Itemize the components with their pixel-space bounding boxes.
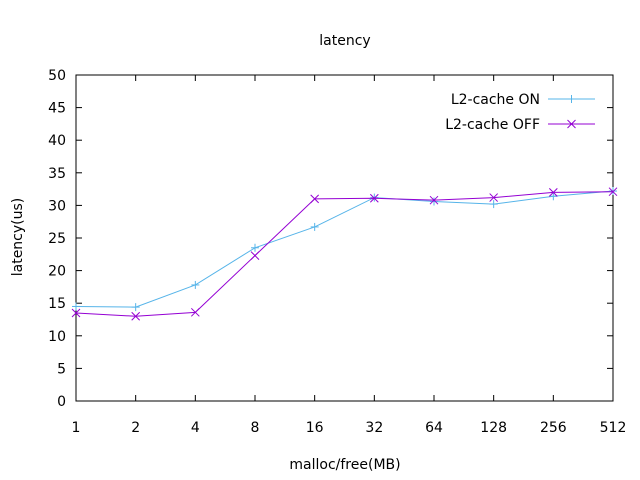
plot-area: 0 5 10 15 20 25 30 35 40 45 50 1 2 4 8 16 32 64 128 256 512 [48, 68, 626, 436]
marker-stroke [131, 311, 141, 321]
legend-marker [567, 119, 576, 129]
x-tick-label: 8 [251, 420, 260, 436]
data-point-series-1 [251, 243, 259, 252]
x-tick-label: 32 [365, 420, 383, 436]
data-point-series-1 [131, 303, 140, 312]
data-point-series-2 [310, 194, 320, 204]
chart-title: latency [319, 33, 370, 49]
series-line-1 [75, 190, 614, 308]
series-line-2 [75, 191, 614, 317]
data-point-series-2 [608, 187, 618, 197]
y-tick-label: 0 [57, 394, 66, 410]
y-tick-label: 5 [57, 361, 66, 377]
data-point-series-2 [71, 308, 81, 318]
data-point-series-2 [250, 251, 260, 260]
marker-stroke [567, 119, 576, 129]
marker-stroke [429, 195, 439, 205]
marker-stroke [489, 193, 499, 202]
marker-stroke [71, 308, 81, 318]
marker-stroke [310, 194, 320, 204]
y-tick-label: 30 [48, 198, 66, 214]
data-point-series-2 [190, 307, 200, 317]
data-point-series-2 [369, 193, 379, 203]
y-tick-label: 15 [48, 296, 66, 312]
y-tick-label: 25 [48, 231, 66, 247]
data-point-series-2 [489, 193, 499, 202]
legend-marker [567, 95, 576, 103]
x-tick-label: 64 [425, 420, 443, 436]
x-tick-label: 16 [306, 420, 324, 436]
marker-stroke [608, 187, 618, 197]
data-point-series-2 [131, 311, 141, 321]
x-tick-label: 4 [191, 420, 200, 436]
x-axis-label: malloc/free(MB) [289, 457, 400, 473]
marker-stroke [250, 251, 260, 260]
legend-label: L2-cache OFF [445, 117, 540, 133]
marker-stroke [548, 188, 558, 197]
y-tick-label: 50 [48, 68, 66, 84]
data-point-series-1 [191, 280, 200, 289]
legend-label: L2-cache ON [451, 92, 540, 108]
y-axis-label: latency(us) [10, 198, 26, 277]
legend: L2-cache ON L2-cache OFF [445, 92, 595, 133]
data-point-series-1 [430, 197, 438, 206]
data-point-series-1 [489, 200, 498, 209]
y-tick-label: 20 [48, 264, 66, 280]
marker-stroke [190, 307, 200, 317]
x-tick-label: 512 [600, 420, 627, 436]
data-point-series-2 [548, 188, 558, 197]
data-point-series-2 [429, 195, 439, 205]
y-tick-label: 45 [48, 101, 66, 117]
x-tick-label: 128 [480, 420, 507, 436]
marker-stroke [369, 193, 379, 203]
x-tick-label: 2 [131, 420, 140, 436]
data-point-series-1 [72, 302, 80, 311]
x-tick-label: 1 [72, 420, 81, 436]
x-tick-label: 256 [540, 420, 567, 436]
data-point-series-1 [310, 222, 319, 231]
y-tick-label: 35 [48, 166, 66, 182]
y-tick-label: 40 [48, 133, 66, 149]
data-point-series-1 [549, 192, 558, 201]
y-tick-label: 10 [48, 329, 66, 345]
